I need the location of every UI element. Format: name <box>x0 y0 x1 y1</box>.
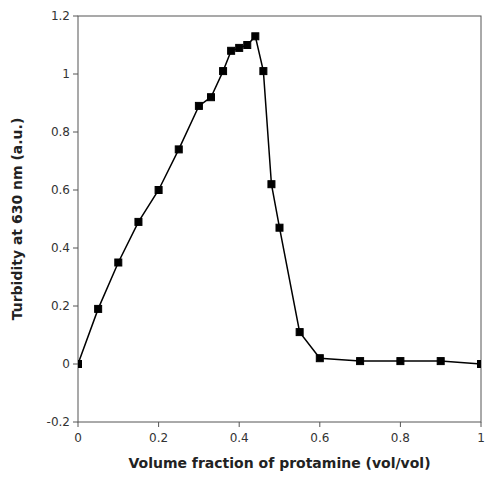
y-tick <box>73 74 78 75</box>
x-tick-label: 1 <box>477 431 485 445</box>
marker <box>252 33 259 40</box>
y-tick <box>73 248 78 249</box>
marker <box>437 358 444 365</box>
marker <box>135 218 142 225</box>
marker <box>228 47 235 54</box>
y-tick-label: 0.4 <box>51 241 70 255</box>
x-tick-label: 0.8 <box>391 431 410 445</box>
y-tick <box>73 190 78 191</box>
marker <box>276 224 283 231</box>
marker <box>155 187 162 194</box>
x-tick <box>78 422 79 427</box>
y-tick-label: 0 <box>62 357 70 371</box>
y-tick-label: 0.8 <box>51 125 70 139</box>
x-tick <box>481 422 482 427</box>
y-tick <box>73 364 78 365</box>
x-tick <box>158 422 159 427</box>
y-tick-label: -0.2 <box>47 415 70 429</box>
y-tick <box>73 16 78 17</box>
y-axis-label: Turbidity at 630 nm (a.u.) <box>9 118 25 321</box>
marker <box>357 358 364 365</box>
plot-frame <box>78 16 481 422</box>
x-axis-label: Volume fraction of protamine (vol/vol) <box>128 455 430 471</box>
line <box>78 36 481 364</box>
marker <box>115 259 122 266</box>
marker <box>220 68 227 75</box>
marker <box>478 361 482 368</box>
y-tick <box>73 132 78 133</box>
x-tick-label: 0.6 <box>310 431 329 445</box>
x-tick-label: 0.2 <box>149 431 168 445</box>
marker <box>78 361 82 368</box>
marker <box>316 355 323 362</box>
marker <box>95 305 102 312</box>
x-tick <box>239 422 240 427</box>
y-tick-label: 1 <box>62 67 70 81</box>
y-tick-label: 0.2 <box>51 299 70 313</box>
x-tick <box>400 422 401 427</box>
marker <box>195 102 202 109</box>
axes: -0.2 0 0.2 0.4 0.6 0.8 1 1.2 0 0.2 0.4 0.6 0.8 1 <box>47 9 485 445</box>
x-tick-label: 0 <box>74 431 82 445</box>
marker <box>260 68 267 75</box>
marker <box>175 146 182 153</box>
x-tick <box>319 422 320 427</box>
marker <box>296 329 303 336</box>
y-tick <box>73 422 78 423</box>
x-tick-label: 0.4 <box>230 431 249 445</box>
y-tick-label: 1.2 <box>51 9 70 23</box>
marker <box>236 44 243 51</box>
y-tick <box>73 306 78 307</box>
chart: -0.2 0 0.2 0.4 0.6 0.8 1 1.2 0 0.2 0.4 0.6 0.8 1 Volum… <box>0 0 499 488</box>
series <box>78 33 481 368</box>
marker <box>244 42 251 49</box>
marker <box>207 94 214 101</box>
marker <box>268 181 275 188</box>
y-tick-label: 0.6 <box>51 183 70 197</box>
marker <box>397 358 404 365</box>
